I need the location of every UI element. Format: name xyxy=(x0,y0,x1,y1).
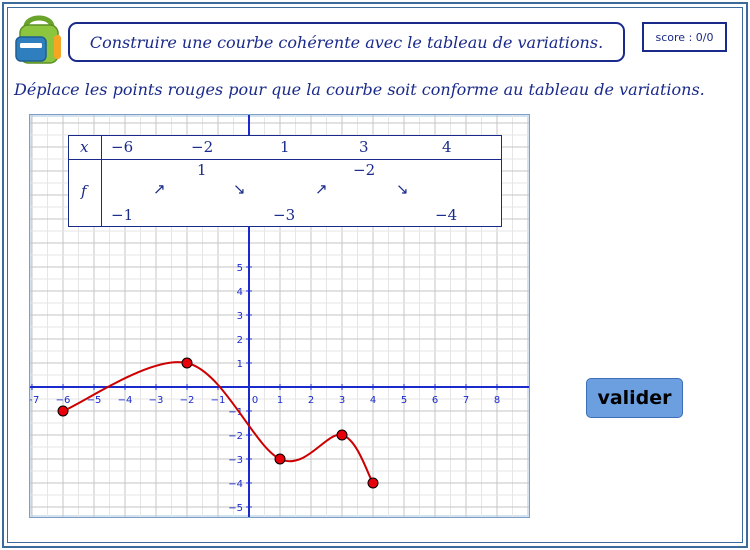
x-tick-label: −3 xyxy=(149,395,164,406)
page-title: Construire une courbe cohérente avec le … xyxy=(89,32,604,52)
score-text: score : 0/0 xyxy=(655,30,714,44)
table-horizontal-line xyxy=(69,159,501,160)
title-box: Construire une courbe cohérente avec le … xyxy=(68,22,625,62)
y-tick-label: 4 xyxy=(237,287,243,298)
draggable-point-1[interactable] xyxy=(57,405,69,417)
f-value-3: −3 xyxy=(273,206,296,224)
y-tick-label: 2 xyxy=(237,335,243,346)
y-tick-label: −3 xyxy=(228,455,243,466)
x-value-4: 3 xyxy=(359,138,369,156)
x-tick-label: −2 xyxy=(180,395,195,406)
x-tick-label: 8 xyxy=(494,395,500,406)
x-value-5: 4 xyxy=(442,138,452,156)
x-value-3: 1 xyxy=(280,138,290,156)
x-value-1: −6 xyxy=(111,138,134,156)
inner-border xyxy=(7,7,743,543)
x-tick-label: 6 xyxy=(432,395,438,406)
y-tick-label: −2 xyxy=(228,431,243,442)
x-tick-label: 3 xyxy=(339,395,345,406)
draggable-point-2[interactable] xyxy=(181,357,193,369)
y-tick-label: −1 xyxy=(228,407,243,418)
increasing-arrow-icon: ↗ xyxy=(153,180,166,198)
x-value-2: −2 xyxy=(191,138,214,156)
increasing-arrow-icon: ↗ xyxy=(315,180,328,198)
graph-panel: −7 −6 −5 −4 −3 −2 −1 0 1 2 3 4 5 6 7 8 −5 −4 −3 −2 −1 1 2 3 4 5 x… xyxy=(29,114,530,518)
x-tick-label: 1 xyxy=(277,395,283,406)
x-tick-label: 0 xyxy=(252,395,258,406)
f-value-1: −1 xyxy=(111,206,134,224)
y-tick-label: −4 xyxy=(228,479,243,490)
x-tick-label: −4 xyxy=(118,395,133,406)
x-tick-label: −7 xyxy=(30,395,39,406)
x-tick-label: 2 xyxy=(308,395,314,406)
x-tick-label: −6 xyxy=(56,395,71,406)
score-box: score : 0/0 xyxy=(642,22,727,52)
table-f-label: f xyxy=(81,182,87,200)
x-tick-label: 7 xyxy=(463,395,469,406)
backpack-icon xyxy=(15,15,61,64)
table-x-label: x xyxy=(80,138,89,156)
draggable-point-4[interactable] xyxy=(336,429,348,441)
x-tick-label: −1 xyxy=(211,395,226,406)
decreasing-arrow-icon: ↘ xyxy=(396,180,409,198)
x-tick-label: 5 xyxy=(401,395,407,406)
decreasing-arrow-icon: ↘ xyxy=(233,180,246,198)
f-value-2: 1 xyxy=(197,161,207,179)
table-vertical-line xyxy=(101,136,102,226)
x-tick-label: 4 xyxy=(370,395,376,406)
variation-table: x f −6 −2 1 3 4 −1 1 −3 −2 −4 ↗ ↘ ↗ ↘ xyxy=(68,135,502,227)
draggable-point-5[interactable] xyxy=(367,477,379,489)
y-tick-label: 5 xyxy=(237,263,243,274)
instruction-text: Déplace les points rouges pour que la co… xyxy=(14,80,705,99)
f-value-5: −4 xyxy=(435,206,458,224)
y-tick-label: −5 xyxy=(228,503,243,514)
y-tick-label: 1 xyxy=(237,359,243,370)
f-value-4: −2 xyxy=(353,161,376,179)
draggable-point-3[interactable] xyxy=(274,453,286,465)
y-tick-label: 3 xyxy=(237,311,243,322)
validate-button[interactable]: valider xyxy=(586,378,683,418)
x-tick-label: −5 xyxy=(87,395,102,406)
